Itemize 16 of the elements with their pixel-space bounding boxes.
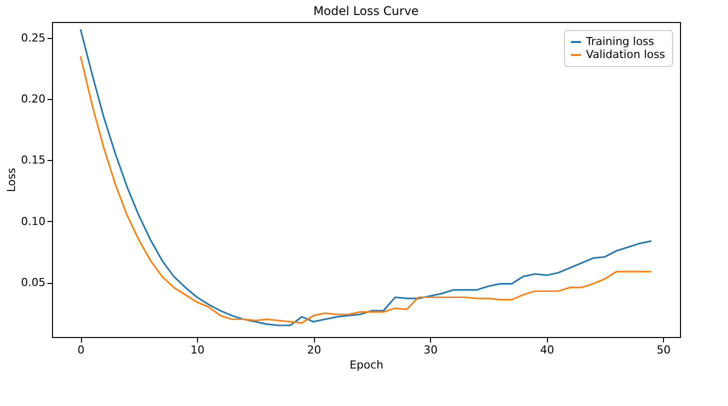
y-tick-label: 0.25	[21, 31, 46, 44]
y-tick-label: 0.05	[21, 276, 46, 290]
y-tick-label: 0.20	[21, 92, 46, 106]
x-tick-label: 40	[540, 344, 554, 356]
chart-title: Model Loss Curve	[313, 4, 419, 18]
x-tick-label: 10	[190, 344, 205, 356]
y-tick-label: 0.15	[21, 154, 46, 167]
y-tick-label: 0.10	[21, 214, 46, 228]
x-tick-label: 20	[307, 344, 322, 356]
legend-label: Training loss	[585, 35, 654, 48]
x-axis-title: Epoch	[350, 358, 384, 372]
x-tick-label: 0	[78, 344, 85, 356]
y-axis-title: Loss	[5, 168, 18, 192]
x-tick-label: 30	[424, 344, 438, 356]
x-tick-label: 50	[656, 344, 671, 356]
legend-label: Validation loss	[586, 48, 666, 61]
